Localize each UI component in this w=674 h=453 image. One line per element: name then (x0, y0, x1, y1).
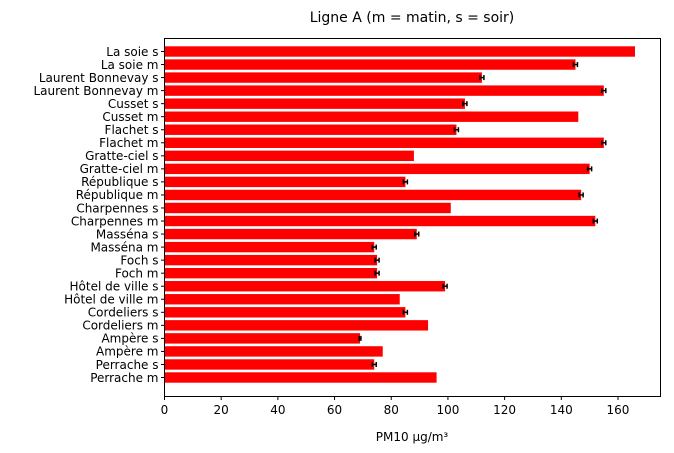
bar-laurent-bonnevay-s (164, 72, 482, 83)
x-tick-label-80: 80 (384, 403, 399, 417)
errorbar-flachet-m (601, 140, 607, 146)
y-tick-label-gratte-ciel-m: Gratte-ciel m (80, 162, 159, 176)
bar-hotel-de-ville-m (164, 294, 400, 305)
y-tick-label-charpennes-m: Charpennes m (71, 214, 159, 228)
bar-perrache-s (164, 359, 375, 370)
y-tick-label-perrache-s: Perrache s (96, 358, 159, 372)
bar-charpennes-m (164, 215, 596, 227)
bar-cordeliers-s (164, 307, 406, 318)
x-tick-label-60: 60 (327, 403, 342, 417)
bar-cusset-m (164, 111, 579, 122)
y-tick-label-la-soie-s: La soie s (106, 45, 158, 59)
errorbar-foch-m (374, 270, 380, 276)
y-tick-label-cordeliers-m: Cordeliers m (82, 319, 158, 333)
y-tick-label-laurent-bonnevay-m: Laurent Bonnevay m (33, 84, 158, 98)
errorbar-ampere-s (358, 335, 362, 341)
bars-group (164, 46, 635, 383)
errorbar-massena-m (371, 244, 377, 250)
y-tick-label-foch-m: Foch m (115, 266, 159, 280)
bar-charpennes-s (164, 202, 451, 214)
bar-foch-s (164, 254, 378, 266)
x-tick-label-0: 0 (161, 403, 169, 417)
y-tick-label-cusset-m: Cusset m (102, 110, 158, 124)
errorbar-flachet-s (453, 127, 460, 133)
x-tick-label-160: 160 (607, 403, 630, 417)
y-tick-label-massena-s: Masséna s (96, 227, 159, 241)
y-tick-label-republique-m: République m (76, 188, 159, 202)
x-tick-label-20: 20 (214, 403, 229, 417)
errorbar-cordeliers-s (402, 309, 409, 315)
bar-la-soie-s (164, 46, 635, 57)
bar-la-soie-m (164, 59, 576, 70)
x-tick-label-100: 100 (436, 403, 459, 417)
bar-ampere-s (164, 333, 361, 344)
errorbar-massena-s (414, 231, 420, 237)
x-tick-label-120: 120 (493, 403, 516, 417)
y-tick-label-flachet-m: Flachet m (99, 136, 158, 150)
y-tick-label-laurent-bonnevay-s: Laurent Bonnevay s (39, 71, 159, 85)
y-tick-label-massena-m: Masséna m (90, 240, 158, 254)
errorbar-perrache-s (371, 361, 377, 367)
bar-republique-m (164, 189, 582, 201)
y-tick-label-cusset-s: Cusset s (108, 97, 159, 111)
y-tick-label-hotel-de-ville-m: Hôtel de ville m (64, 293, 158, 307)
bar-cusset-s (164, 98, 465, 109)
errorbar-la-soie-m (572, 62, 579, 68)
errorbar-laurent-bonnevay-s (479, 75, 485, 81)
y-tick-label-flachet-s: Flachet s (105, 123, 159, 137)
y-tick-label-perrache-m: Perrache m (90, 371, 158, 385)
chart-title: Ligne A (m = matin, s = soir) (310, 10, 515, 26)
errorbar-hotel-de-ville-s (442, 283, 448, 289)
y-tick-label-la-soie-m: La soie m (101, 58, 159, 72)
y-tick-label-ampere-m: Ampère m (96, 345, 158, 359)
bar-flachet-m (164, 137, 604, 148)
errorbar-laurent-bonnevay-m (601, 88, 607, 94)
bar-flachet-s (164, 124, 457, 135)
bar-republique-s (164, 176, 406, 188)
bar-foch-m (164, 267, 378, 279)
x-tick-label-40: 40 (270, 403, 285, 417)
errorbar-republique-m (578, 192, 584, 198)
y-tick-label-gratte-ciel-s: Gratte-ciel s (85, 149, 158, 163)
errorbar-foch-s (374, 257, 380, 263)
errorbar-republique-s (402, 179, 409, 185)
y-tick-label-ampere-s: Ampère s (101, 332, 158, 346)
bar-perrache-m (164, 372, 437, 383)
x-axis-label: PM10 µg/m³ (376, 430, 449, 444)
bar-gratte-ciel-s (164, 150, 414, 162)
bar-laurent-bonnevay-m (164, 85, 604, 96)
y-tick-label-foch-s: Foch s (120, 253, 158, 267)
bar-ampere-m (164, 346, 383, 357)
bar-hotel-de-ville-s (164, 281, 446, 292)
errorbar-charpennes-m (592, 218, 599, 224)
bar-massena-m (164, 241, 375, 253)
errorbar-gratte-ciel-m (586, 166, 593, 172)
errorbar-cusset-s (462, 101, 468, 107)
y-tick-label-hotel-de-ville-s: Hôtel de ville s (70, 280, 159, 294)
bar-gratte-ciel-m (164, 163, 590, 175)
y-tick-label-charpennes-s: Charpennes s (76, 201, 158, 215)
bar-cordeliers-m (164, 320, 429, 331)
y-tick-label-cordeliers-s: Cordeliers s (88, 306, 159, 320)
y-tick-label-republique-s: République s (81, 175, 158, 189)
errorbars-group (358, 62, 607, 367)
x-tick-label-140: 140 (550, 403, 573, 417)
bar-massena-s (164, 228, 417, 240)
x-axis: 0 20 40 60 80 100 120 140 160 (161, 396, 630, 417)
plot-frame (164, 38, 661, 397)
